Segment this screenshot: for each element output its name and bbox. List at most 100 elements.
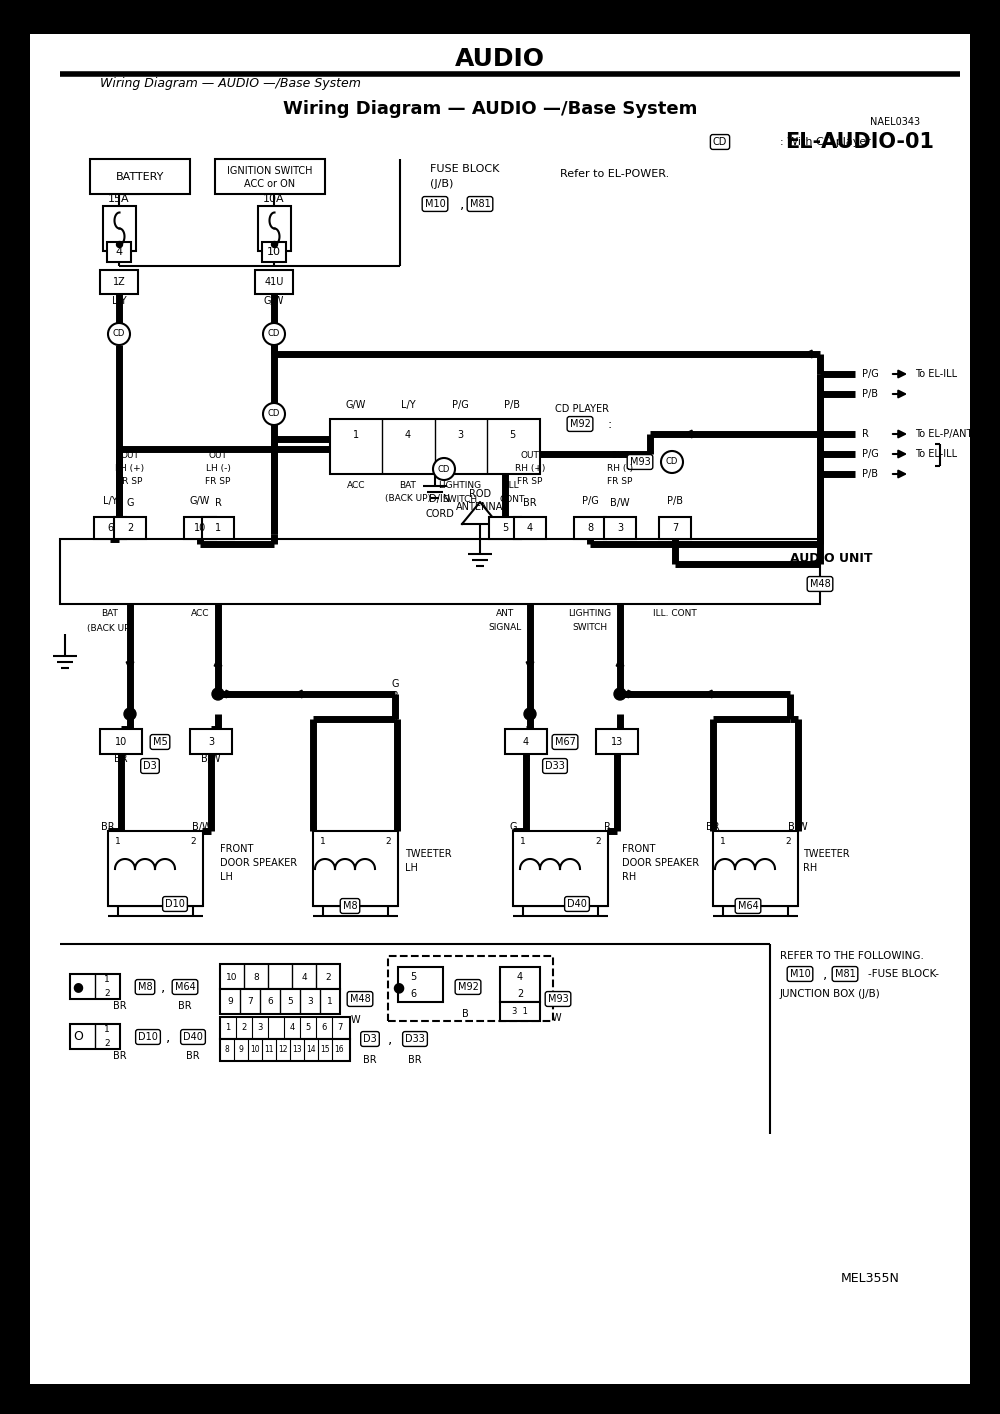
Text: B/W: B/W [788,822,808,831]
Text: 9: 9 [227,997,233,1007]
Text: 2: 2 [241,1024,247,1032]
Text: 7: 7 [247,997,253,1007]
Text: D33: D33 [545,761,565,771]
Text: 2: 2 [325,973,331,981]
Bar [604,518,636,539]
Text: AUDIO: AUDIO [455,47,545,71]
Text: FR SP: FR SP [517,477,543,485]
Text: BAT: BAT [400,482,416,491]
Text: M92: M92 [570,419,590,428]
Text: ILL. CONT: ILL. CONT [653,609,697,618]
Text: 5: 5 [305,1024,311,1032]
Text: To EL-ILL: To EL-ILL [915,369,957,379]
Circle shape [263,403,285,426]
Text: (BACK UP): (BACK UP) [385,495,431,503]
Text: 1: 1 [720,837,726,846]
Text: ,: , [460,197,464,211]
Text: R: R [502,496,508,506]
Bar [713,831,798,906]
Text: 4: 4 [115,247,123,257]
Text: ANT: ANT [496,609,514,618]
Text: BR: BR [113,1001,127,1011]
Text: L/Y: L/Y [401,400,415,410]
Text: FRONT: FRONT [220,844,253,854]
Text: CD: CD [666,458,678,467]
Text: EL-AUDIO-01: EL-AUDIO-01 [786,132,934,151]
Text: W: W [350,1015,360,1025]
Bar [659,518,691,539]
Text: P/B: P/B [667,496,683,506]
Text: BAT: BAT [102,609,118,618]
Text: LH: LH [220,872,233,882]
Text: 4: 4 [301,973,307,981]
Text: P/G: P/G [862,450,879,460]
Text: M5: M5 [153,737,167,747]
Text: MEL355N: MEL355N [841,1273,900,1285]
Text: D10: D10 [138,1032,158,1042]
Text: CORD: CORD [426,509,454,519]
Text: ILL: ILL [506,482,518,491]
Text: LIGHTING: LIGHTING [438,482,482,491]
Bar [90,158,190,194]
Text: Wiring Diagram — AUDIO —/Base System: Wiring Diagram — AUDIO —/Base System [283,100,697,117]
Text: RH (-): RH (-) [607,464,633,472]
Bar [398,967,443,1003]
Text: 1: 1 [115,837,121,846]
Text: M64: M64 [175,981,195,993]
Text: BR: BR [363,1055,377,1065]
Text: LIGHTING: LIGHTING [568,609,612,618]
Text: JUNCTION BOX (J/B): JUNCTION BOX (J/B) [780,988,881,1000]
Text: P/B: P/B [862,469,878,479]
Bar [202,518,234,539]
Text: R: R [862,428,869,438]
Bar [108,831,203,906]
Text: To EL-P/ANT: To EL-P/ANT [915,428,972,438]
Text: 6: 6 [107,523,113,533]
Text: 10: 10 [250,1045,260,1055]
Text: M81: M81 [835,969,855,978]
Bar [262,242,286,262]
Text: 10A: 10A [263,194,285,204]
Text: 14: 14 [306,1045,316,1055]
Text: BR: BR [523,498,537,508]
Text: DOOR SPEAKER: DOOR SPEAKER [220,858,297,868]
Bar [505,730,547,754]
Text: Refer to EL-POWER.: Refer to EL-POWER. [560,170,669,180]
Bar [489,518,521,539]
Text: R: R [392,691,398,701]
Text: IGNITION SWITCH: IGNITION SWITCH [227,165,313,175]
Text: (BACK UP): (BACK UP) [87,624,133,632]
Text: 1: 1 [327,997,333,1007]
Text: 16: 16 [334,1045,344,1055]
Text: 7: 7 [672,523,678,533]
Text: 7: 7 [337,1024,343,1032]
Text: CD: CD [713,137,727,147]
Circle shape [212,689,224,700]
Bar [500,967,540,1003]
Text: G: G [126,498,134,508]
Text: G/W: G/W [264,296,284,305]
Text: 1: 1 [215,523,221,533]
Text: M8: M8 [138,981,152,993]
Bar [596,730,638,754]
Text: 8: 8 [225,1045,229,1055]
Text: G: G [309,822,317,831]
Text: OUT: OUT [611,451,629,460]
Text: CD: CD [438,465,450,474]
Text: ,: , [388,1032,392,1046]
Text: D40: D40 [183,1032,203,1042]
Circle shape [524,708,536,720]
Text: M92: M92 [458,981,478,993]
Text: 5: 5 [502,523,508,533]
Text: RH: RH [803,863,817,872]
Text: 6: 6 [267,997,273,1007]
Text: 15A: 15A [108,194,130,204]
Text: ●: ● [73,980,83,994]
Text: 9: 9 [239,1045,243,1055]
Text: D10: D10 [165,899,185,909]
Text: ACC: ACC [347,482,365,491]
Text: D33: D33 [405,1034,425,1044]
Text: ANTENNA: ANTENNA [456,502,504,512]
Bar [215,158,325,194]
Text: B: B [462,1010,468,1019]
